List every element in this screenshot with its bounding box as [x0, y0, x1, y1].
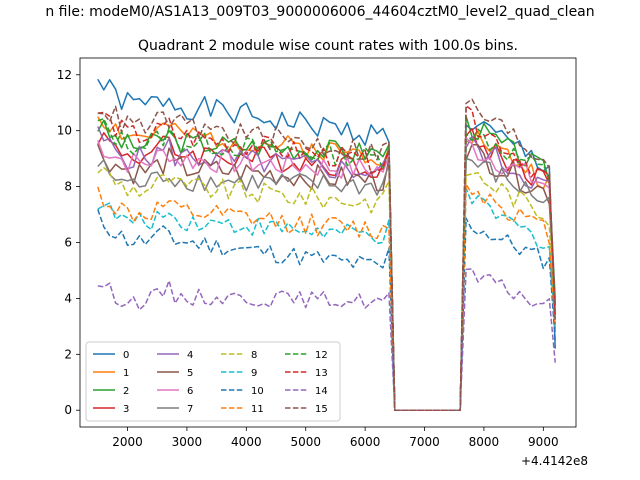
y-axis: 0 2 4 6 8 10 12: [57, 68, 80, 417]
x-axis: 2000 3000 4000 5000 6000 7000 8000 9000: [112, 427, 559, 449]
series-line-8: [97, 166, 556, 411]
series-layer: [97, 78, 556, 411]
series-line-7: [97, 157, 556, 411]
y-tick-label: 10: [57, 124, 72, 138]
x-tick-label: 7000: [409, 435, 440, 449]
x-tick-label: 2000: [112, 435, 143, 449]
x-tick-label: 9000: [528, 435, 559, 449]
y-tick-label: 12: [57, 68, 72, 82]
legend-label-10: 10: [251, 386, 264, 397]
legend-label-4: 4: [187, 350, 193, 361]
legend-label-1: 1: [123, 368, 129, 379]
series-line-11: [97, 183, 556, 411]
legend-label-6: 6: [187, 386, 193, 397]
series-line-9: [97, 187, 556, 411]
legend-label-7: 7: [187, 404, 193, 415]
series-line-15: [97, 98, 556, 411]
x-offset-label: +4.4142e8: [521, 454, 588, 468]
legend-label-0: 0: [123, 350, 129, 361]
series-line-6: [97, 137, 556, 411]
y-tick-label: 6: [64, 236, 72, 250]
y-tick-label: 2: [64, 347, 72, 361]
series-line-12: [97, 118, 556, 411]
y-tick-label: 0: [64, 403, 72, 417]
series-line-14: [97, 268, 556, 411]
series-line-4: [97, 126, 556, 411]
x-tick-label: 8000: [469, 435, 500, 449]
legend-label-2: 2: [123, 386, 129, 397]
legend-label-11: 11: [251, 404, 264, 415]
x-tick-label: 6000: [350, 435, 381, 449]
legend-box: [85, 341, 341, 422]
legend-label-15: 15: [315, 404, 328, 415]
series-line-10: [97, 209, 556, 411]
series-line-1: [97, 116, 556, 411]
x-tick-label: 4000: [231, 435, 262, 449]
legend-label-9: 9: [251, 368, 257, 379]
y-tick-label: 4: [64, 291, 72, 305]
legend-label-3: 3: [123, 404, 129, 415]
legend-label-8: 8: [251, 350, 257, 361]
x-tick-label: 3000: [172, 435, 203, 449]
legend-label-5: 5: [187, 368, 193, 379]
chart-title: Quadrant 2 module wise count rates with …: [138, 38, 518, 54]
x-tick-label: 5000: [290, 435, 321, 449]
series-line-13: [97, 105, 556, 411]
legend-label-14: 14: [315, 386, 328, 397]
chart-suptitle: n file: modeM0/AS1A13_009T03_9000006006_…: [45, 4, 594, 20]
legend-label-13: 13: [315, 368, 328, 379]
legend-label-12: 12: [315, 350, 328, 361]
series-line-0: [97, 78, 556, 411]
y-tick-label: 8: [64, 180, 72, 194]
